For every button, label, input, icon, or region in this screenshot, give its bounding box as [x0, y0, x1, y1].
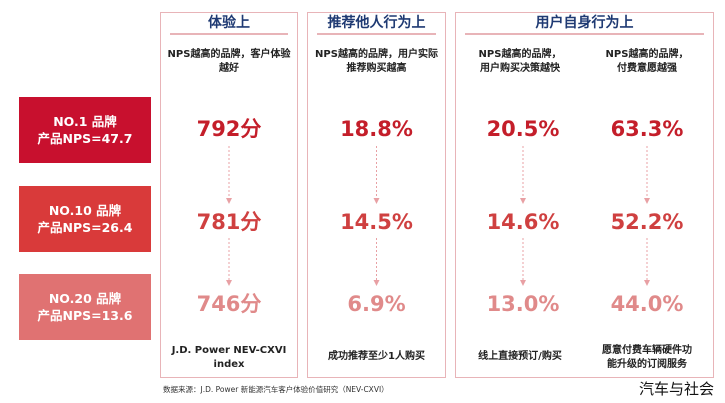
value-r1-c2: 18.8%: [340, 117, 413, 141]
caption-line: 推荐购买越高: [346, 63, 407, 74]
row-label-line1: NO.20 品牌: [48, 291, 122, 306]
arrow-head-c4-s2: [644, 280, 650, 286]
caption-line: 付费意愿越强: [617, 63, 677, 74]
caption-line: 用户购买决策越快: [480, 63, 560, 74]
arrow-head-c4-s1: [644, 198, 650, 204]
data-source-note: 数据来源：J.D. Power 新能源汽车客户体验价值研究（NEV-CXVI）: [163, 385, 389, 394]
row-label-line2: 产品NPS=26.4: [37, 220, 133, 235]
value-r3-c2: 6.9%: [347, 292, 406, 316]
arrow-head-c3-s2: [520, 280, 526, 286]
arrow-head-c2-s2: [373, 280, 380, 286]
header-self: 用户自身行为上: [465, 13, 704, 35]
header-referral: 推荐他人行为上: [317, 13, 436, 35]
caption-pay-willingness: NPS越高的品牌， 付费意愿越强: [587, 48, 707, 76]
value-r3-c3: 13.0%: [486, 292, 560, 316]
row-label-line1: NO.10 品牌: [48, 203, 122, 218]
caption-line: NPS越高的品牌，: [605, 49, 689, 60]
caption-line: NPS越高的品牌，用户实际: [315, 49, 438, 60]
header-experience: 体验上: [170, 13, 288, 35]
row-label-no10: NO.10 品牌 产品NPS=26.4: [19, 186, 151, 252]
caption-purchase-speed: NPS越高的品牌， 用户购买决策越快: [460, 48, 580, 76]
row-label-line2: 产品NPS=47.7: [37, 131, 133, 146]
arrow-head-c2-s1: [373, 198, 380, 204]
footer-experience: J.D. Power NEV-CXVI index: [163, 344, 295, 372]
row-label-no1: NO.1 品牌 产品NPS=47.7: [19, 97, 151, 163]
footer-purchase-speed: 线上直接预订/购买: [478, 351, 562, 362]
footer-referral: 成功推荐至少1人购买: [328, 351, 425, 362]
panel-self: [455, 12, 714, 378]
value-r2-c1: 781分: [196, 210, 262, 234]
value-r2-c3: 14.6%: [486, 210, 560, 234]
value-r3-c1: 746分: [196, 292, 262, 316]
watermark: 汽车与社会: [638, 380, 714, 398]
footer-line: 愿意付费车辆硬件功: [602, 345, 692, 356]
arrow-head-c1-s2: [226, 280, 232, 286]
caption-line: 越好: [219, 63, 239, 74]
arrow-head-c1-s1: [226, 198, 232, 204]
row-label-no20: NO.20 品牌 产品NPS=13.6: [19, 274, 151, 340]
value-r1-c3: 20.5%: [486, 117, 560, 141]
footer-pay-willingness: 愿意付费车辆硬件功 能升级的订阅服务: [587, 344, 707, 372]
row-label-line2: 产品NPS=13.6: [37, 308, 133, 323]
footer-line: J.D. Power NEV-CXVI: [171, 345, 287, 356]
footer-line: index: [213, 359, 245, 370]
value-r2-c4: 52.2%: [610, 210, 684, 234]
value-r1-c1: 792分: [196, 117, 262, 141]
caption-referral: NPS越高的品牌，用户实际 推荐购买越高: [310, 48, 443, 76]
panel-experience: [160, 12, 298, 378]
caption-experience: NPS越高的品牌，客户体验 越好: [163, 48, 295, 76]
footer-line: 能升级的订阅服务: [607, 359, 687, 370]
row-label-line1: NO.1 品牌: [53, 114, 117, 129]
arrow-head-c3-s1: [520, 198, 526, 204]
value-r3-c4: 44.0%: [610, 292, 684, 316]
caption-line: NPS越高的品牌，客户体验: [167, 49, 291, 60]
caption-line: NPS越高的品牌，: [478, 49, 562, 60]
value-r1-c4: 63.3%: [610, 117, 684, 141]
value-r2-c2: 14.5%: [340, 210, 413, 234]
panel-referral: [307, 12, 446, 378]
